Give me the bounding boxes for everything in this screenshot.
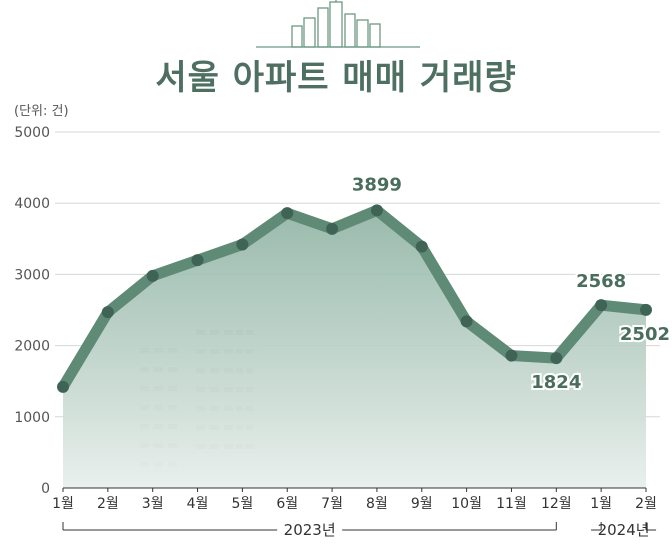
x-tick-label: 2월 (635, 496, 657, 512)
data-point (370, 204, 383, 217)
x-tick-label: 4월 (187, 496, 209, 512)
x-tick-label: 10월 (451, 496, 482, 512)
x-tick-label: 7월 (321, 496, 343, 512)
data-labels: 3899 1824 2568 2502 (350, 172, 672, 395)
data-points (57, 204, 652, 393)
x-tick-label: 1월 (52, 496, 74, 512)
unit-label: (단위: 건) (14, 104, 69, 119)
chart-title: 서울 아파트 매매 거래량 (155, 58, 517, 98)
y-tick-label: 1000 (14, 410, 50, 426)
data-point (640, 303, 652, 316)
y-tick-label: 2000 (14, 339, 50, 355)
data-point (505, 349, 518, 362)
data-point (57, 380, 69, 393)
y-tick-label: 4000 (14, 196, 50, 212)
year-brackets: 2023년 2024년 (62, 521, 657, 539)
x-tick-label: 1월 (590, 496, 612, 512)
x-axis-ticks: 1월 2월 3월 4월 5월 6월 7월 8월 9월 10월 11월 12월 1월 2월 (52, 488, 657, 512)
data-label: 3899 (352, 174, 402, 195)
y-axis-ticks: 0 1000 2000 3000 4000 5000 (14, 125, 50, 497)
skyline-icon (256, 0, 420, 48)
data-point (101, 306, 114, 319)
x-tick-label: 8월 (366, 496, 388, 512)
data-point (460, 315, 473, 328)
x-tick-label: 3월 (142, 496, 164, 512)
data-point (326, 222, 339, 235)
x-tick-label: 6월 (276, 496, 298, 512)
year-label: 2023년 (284, 521, 336, 539)
data-point (281, 207, 294, 220)
data-point (146, 269, 159, 282)
data-point (595, 299, 608, 312)
x-tick-label: 9월 (411, 496, 433, 512)
data-point (550, 352, 563, 365)
year-label: 2024년 (598, 521, 650, 539)
x-tick-label: 5월 (231, 496, 253, 512)
area-fill (63, 210, 646, 488)
x-tick-label: 12월 (541, 496, 572, 512)
data-label: 1824 (531, 372, 581, 393)
data-label: 2568 (576, 271, 626, 292)
y-tick-label: 3000 (14, 267, 50, 283)
data-point (415, 240, 428, 253)
x-tick-label: 2월 (97, 496, 119, 512)
data-point (236, 238, 249, 251)
series-line (57, 204, 652, 393)
y-tick-label: 0 (41, 481, 50, 497)
y-tick-label: 5000 (14, 125, 50, 141)
x-tick-label: 11월 (496, 496, 527, 512)
data-label: 2502 (620, 324, 670, 345)
data-point (191, 254, 204, 267)
